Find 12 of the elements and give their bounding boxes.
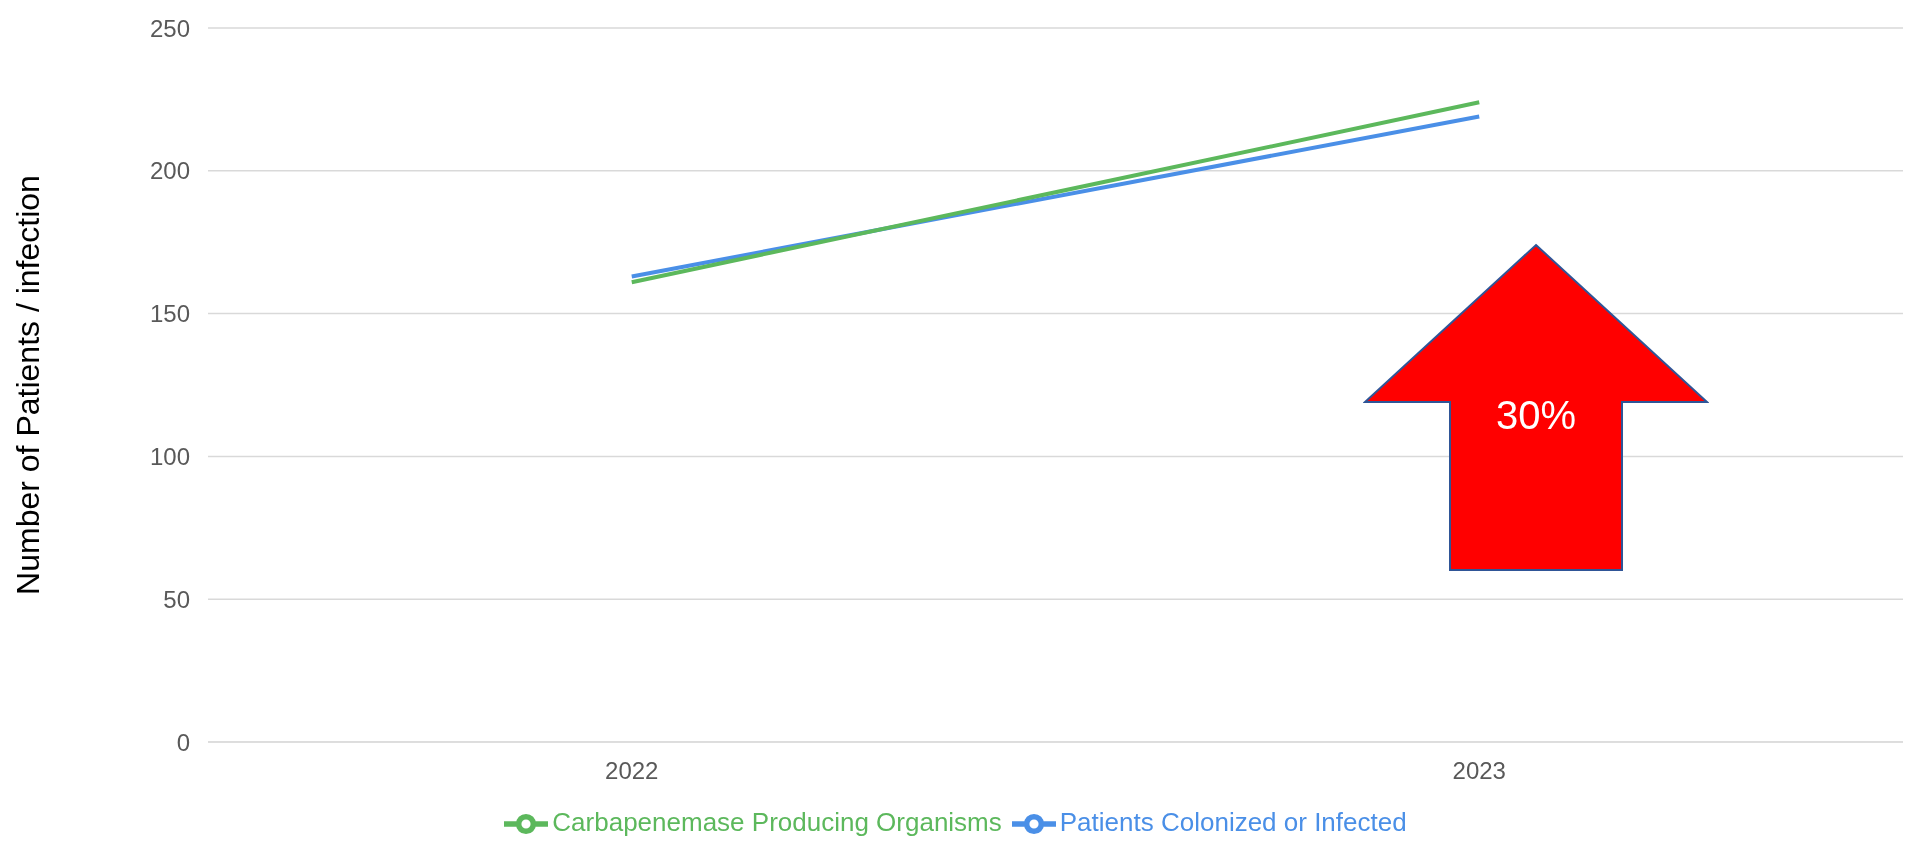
y-axis-title: Number of Patients / infection xyxy=(10,175,47,595)
x-tick-label: 2022 xyxy=(605,757,659,785)
y-tick-label: 0 xyxy=(176,728,190,756)
annotation: 30% xyxy=(1494,393,1578,438)
x-tick-label: 2023 xyxy=(1452,757,1506,785)
y-tick-label: 50 xyxy=(163,585,190,613)
y-tick-label: 100 xyxy=(149,442,190,470)
y-tick-label: 150 xyxy=(149,300,190,328)
legend-label: Carbapenemase Producing Organisms xyxy=(552,806,1002,837)
legend-label: Patients Colonized or Infected xyxy=(1059,806,1407,837)
y-tick-label: 250 xyxy=(149,14,190,42)
y-tick-label: 200 xyxy=(149,157,190,185)
